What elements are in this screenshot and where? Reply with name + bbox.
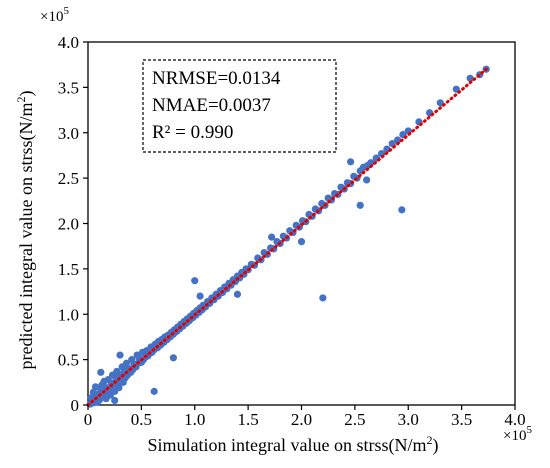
x-axis-label-sup: 2 [426, 433, 432, 447]
data-point [436, 99, 444, 107]
y-tick-label: 1.5 [58, 260, 79, 279]
x-tick-label: 2.5 [344, 410, 365, 429]
x-axis-label-end: ) [432, 435, 438, 456]
data-point [169, 354, 177, 362]
x-tick-label: 4.0 [504, 410, 525, 429]
x-tick-label: 0.5 [131, 410, 152, 429]
x-tick-label: 3.0 [398, 410, 419, 429]
y-exponent-base: ×10 [40, 9, 63, 25]
data-point [363, 176, 371, 184]
x-tick-label: 3.5 [451, 410, 472, 429]
data-point [150, 387, 158, 395]
data-point [466, 74, 474, 82]
y-tick-label: 3.0 [58, 124, 79, 143]
x-exponent-base: ×10 [503, 428, 526, 444]
y-exponent: ×105 [40, 5, 69, 25]
y-tick-label: 2.0 [58, 215, 79, 234]
data-point [268, 233, 276, 241]
y-tick-label: 0 [71, 396, 80, 415]
stats-box-frame [142, 59, 337, 153]
y-tick-label: 0.5 [58, 351, 79, 370]
y-axis-label-sup: 2 [14, 97, 28, 103]
data-point [319, 294, 327, 302]
nmae-text: NMAE=0.0037 [152, 95, 271, 116]
x-axis-label-main: Simulation integral value on strss(N/m [148, 435, 427, 456]
x-tick-label: 0 [84, 410, 93, 429]
y-axis-label-main: predicted integral value on strss(N/m [16, 103, 37, 370]
y-axis-label-end: ) [16, 91, 37, 97]
data-point [111, 396, 119, 405]
y-tick-label: 2.5 [58, 169, 79, 188]
y-axis-label: predicted integral value on strss(N/m2) [14, 91, 37, 370]
data-point [356, 201, 364, 209]
stats-box: NRMSE=0.0134 NMAE=0.0037 R² = 0.990 [142, 59, 337, 153]
data-point [97, 368, 105, 376]
x-tick-label: 1.0 [184, 410, 205, 429]
data-point [367, 159, 375, 167]
data-point [115, 384, 123, 392]
trendline-path [86, 65, 490, 407]
x-exponent: ×105 [503, 424, 532, 444]
x-exponent-power: 5 [526, 424, 532, 436]
data-point [297, 238, 306, 246]
data-point [191, 277, 199, 285]
y-exponent-power: 5 [63, 5, 69, 17]
y-tick-label: 4.0 [58, 33, 79, 52]
data-point [91, 383, 100, 391]
data-point [393, 136, 402, 144]
data-point [233, 290, 242, 298]
x-tick-label: 2.0 [291, 410, 312, 429]
data-point [398, 206, 406, 214]
x-axis-label: Simulation integral value on strss(N/m2) [148, 433, 439, 456]
x-tick-label: 1.5 [238, 410, 259, 429]
data-point [122, 359, 131, 367]
y-tick-label: 3.5 [58, 78, 79, 97]
trendline [86, 65, 490, 407]
nrmse-text: NRMSE=0.0134 [152, 68, 281, 89]
data-point [196, 292, 204, 300]
data-point [116, 351, 124, 359]
data-point [347, 158, 355, 166]
axis-ticks: 0 0.5 1.0 1.5 2.0 2.5 3.0 3.5 4.0 0 0.5 1.0 1.5 2.0 2.… [58, 33, 526, 429]
r2-text: R² = 0.990 [152, 122, 233, 143]
y-tick-label: 1.0 [58, 305, 79, 324]
